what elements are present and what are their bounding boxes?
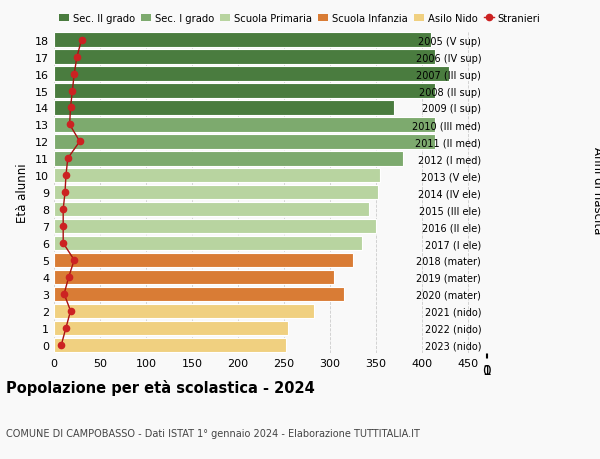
Bar <box>54 338 286 352</box>
Bar <box>54 236 362 251</box>
Bar <box>54 287 344 302</box>
Bar <box>54 34 431 48</box>
Text: Anni di nascita: Anni di nascita <box>590 147 600 234</box>
Y-axis label: Età alunni: Età alunni <box>16 163 29 223</box>
Text: Popolazione per età scolastica - 2024: Popolazione per età scolastica - 2024 <box>6 380 315 396</box>
Bar <box>54 50 436 65</box>
Bar <box>54 185 377 200</box>
Bar <box>54 202 369 217</box>
Bar <box>54 219 376 234</box>
Bar <box>54 84 436 99</box>
Bar <box>54 101 394 115</box>
Text: COMUNE DI CAMPOBASSO - Dati ISTAT 1° gennaio 2024 - Elaborazione TUTTITALIA.IT: COMUNE DI CAMPOBASSO - Dati ISTAT 1° gen… <box>6 428 420 438</box>
Bar <box>54 304 314 319</box>
Bar <box>54 152 403 166</box>
Bar <box>54 321 289 335</box>
Bar <box>54 118 436 132</box>
Bar <box>54 67 449 82</box>
Bar <box>54 169 380 183</box>
Legend: Sec. II grado, Sec. I grado, Scuola Primaria, Scuola Infanzia, Asilo Nido, Stran: Sec. II grado, Sec. I grado, Scuola Prim… <box>59 14 541 24</box>
Bar <box>54 253 353 268</box>
Bar <box>54 135 436 149</box>
Bar <box>54 270 334 285</box>
